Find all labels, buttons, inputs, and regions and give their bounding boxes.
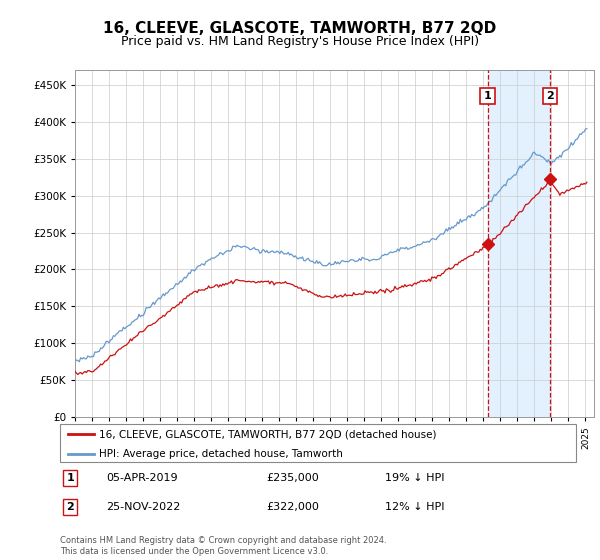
- Text: £235,000: £235,000: [266, 473, 319, 483]
- Text: 25-NOV-2022: 25-NOV-2022: [106, 502, 181, 512]
- Text: HPI: Average price, detached house, Tamworth: HPI: Average price, detached house, Tamw…: [98, 449, 343, 459]
- Text: Price paid vs. HM Land Registry's House Price Index (HPI): Price paid vs. HM Land Registry's House …: [121, 35, 479, 48]
- Text: £322,000: £322,000: [266, 502, 319, 512]
- Text: 1: 1: [484, 91, 491, 101]
- Text: Contains HM Land Registry data © Crown copyright and database right 2024.
This d: Contains HM Land Registry data © Crown c…: [60, 536, 386, 556]
- Text: 16, CLEEVE, GLASCOTE, TAMWORTH, B77 2QD (detached house): 16, CLEEVE, GLASCOTE, TAMWORTH, B77 2QD …: [98, 429, 436, 439]
- FancyBboxPatch shape: [60, 424, 576, 462]
- Text: 19% ↓ HPI: 19% ↓ HPI: [385, 473, 445, 483]
- Text: 16, CLEEVE, GLASCOTE, TAMWORTH, B77 2QD: 16, CLEEVE, GLASCOTE, TAMWORTH, B77 2QD: [103, 21, 497, 36]
- Text: 12% ↓ HPI: 12% ↓ HPI: [385, 502, 445, 512]
- Text: 05-APR-2019: 05-APR-2019: [106, 473, 178, 483]
- Text: 2: 2: [66, 502, 74, 512]
- Bar: [488, 70, 550, 417]
- Text: 2: 2: [546, 91, 554, 101]
- Text: 1: 1: [66, 473, 74, 483]
